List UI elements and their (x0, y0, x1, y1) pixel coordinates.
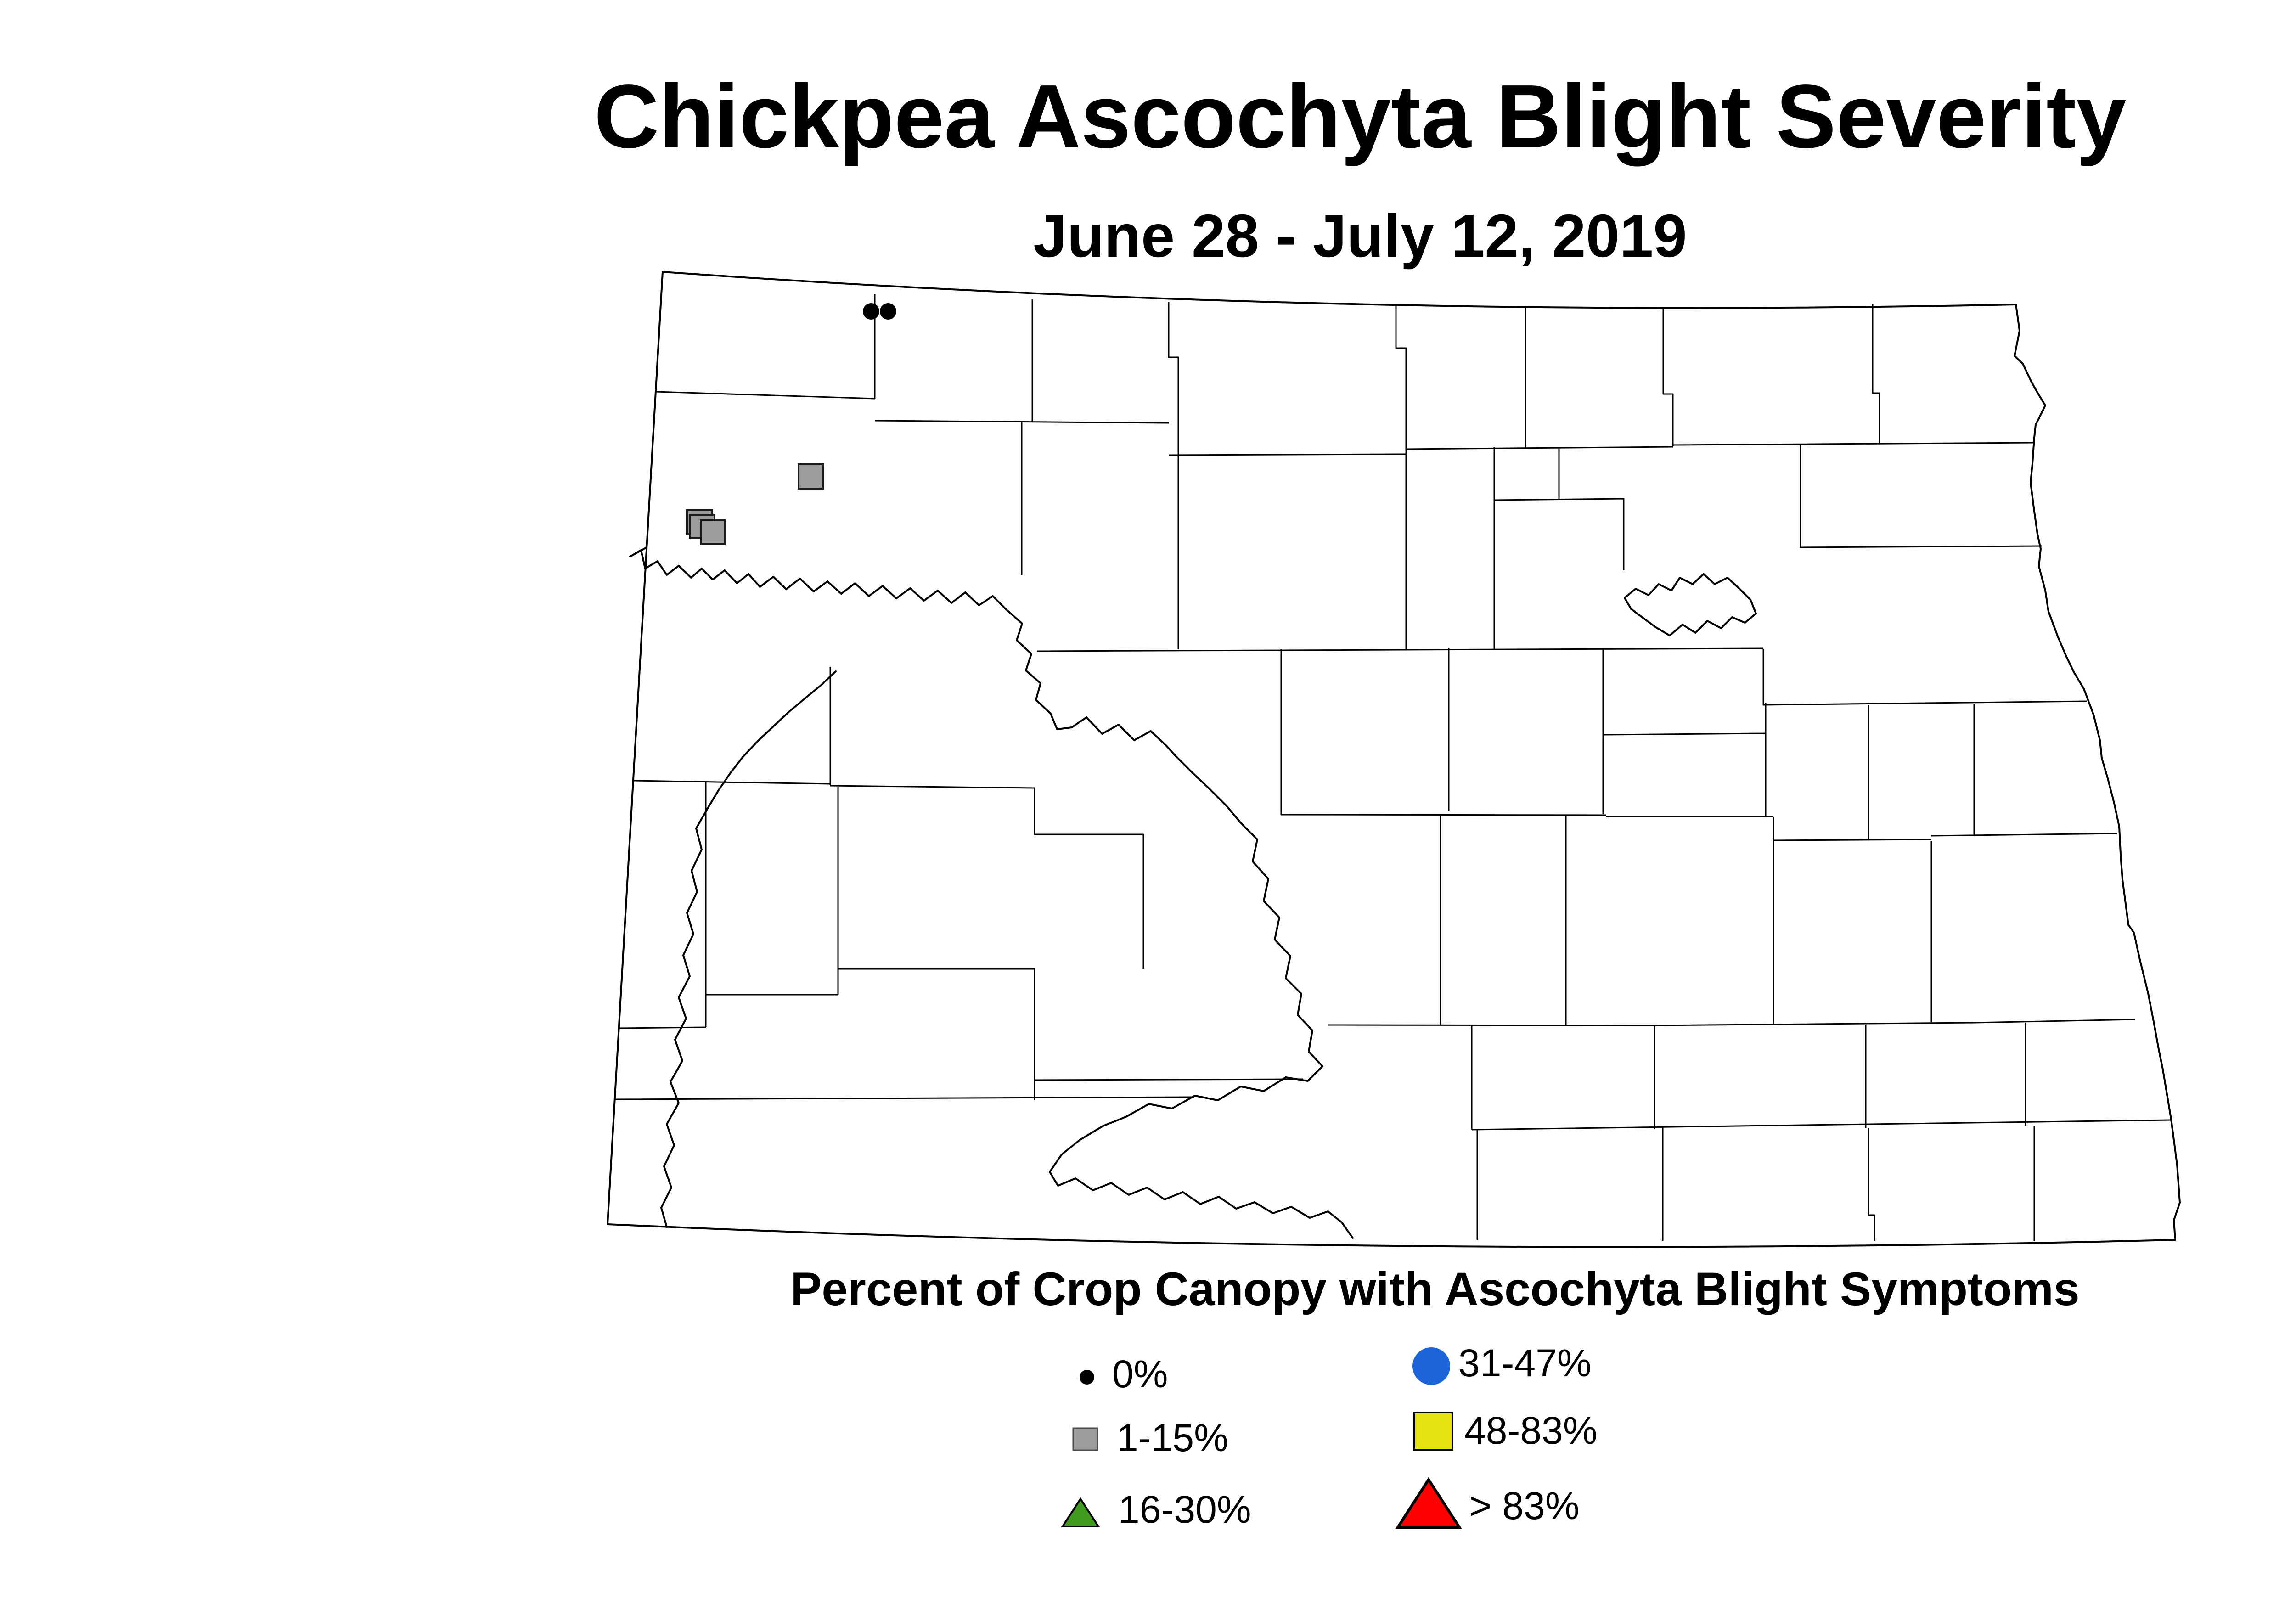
missouri-river (629, 546, 1354, 1239)
map-marker-1-15% (798, 463, 824, 490)
legend-label-0pct: 0% (1112, 1352, 1168, 1396)
legend-symbol-triangle-gt83 (1395, 1477, 1462, 1529)
legend-label-1-15: 1-15% (1117, 1416, 1228, 1459)
legend-symbol-triangle-16-30 (1061, 1497, 1100, 1527)
page-title: Chickpea Ascochyta Blight Severity (594, 66, 2127, 167)
legend-label-31-47: 31-47% (1458, 1341, 1592, 1385)
legend-symbol-square-48-83 (1413, 1412, 1453, 1451)
map-marker-0% (863, 303, 879, 320)
legend-title: Percent of Crop Canopy with Ascochyta Bl… (790, 1263, 2080, 1315)
map-marker-1-15% (700, 519, 726, 545)
map-markers (686, 303, 896, 545)
legend-symbol-circle-31-47 (1412, 1347, 1450, 1385)
legend-symbols (1061, 1347, 1462, 1529)
legend-label-16-30: 16-30% (1118, 1488, 1251, 1531)
little-missouri-river (660, 670, 837, 1228)
legend-label-gt83: > 83% (1469, 1484, 1580, 1527)
devils-lake (1624, 573, 1757, 636)
legend-symbol-dot-0pct (1080, 1370, 1094, 1385)
legend-label-48-83: 48-83% (1464, 1409, 1598, 1452)
legend-symbol-square-1-15 (1072, 1427, 1098, 1451)
map-marker-0% (880, 303, 896, 320)
county-boundaries (614, 294, 2172, 1241)
state-border (607, 271, 2181, 1248)
page-subtitle: June 28 - July 12, 2019 (1033, 202, 1687, 270)
